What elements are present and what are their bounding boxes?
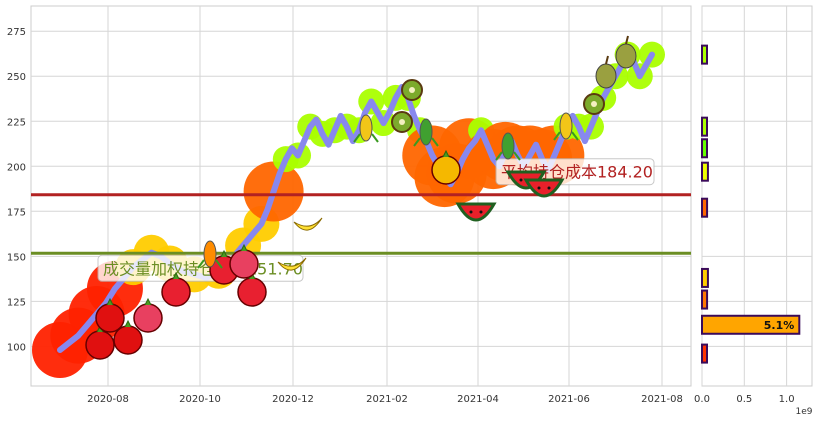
apple-shape xyxy=(95,303,125,333)
x-tick-label: 2021-02 xyxy=(366,394,408,405)
stem xyxy=(605,55,609,65)
seed xyxy=(537,186,541,190)
y-tick-label: 125 xyxy=(7,297,26,308)
y-tick-label: 100 xyxy=(7,342,26,353)
pea-shape xyxy=(501,132,515,160)
leaf xyxy=(553,131,579,141)
corn-icon xyxy=(553,112,579,141)
side-x-tick-label: 0.0 xyxy=(694,394,710,405)
strawberry-shape xyxy=(161,277,191,307)
radish-shape xyxy=(229,249,259,279)
watermelon-slice xyxy=(455,202,497,222)
stem xyxy=(625,35,629,45)
watermelon-icon xyxy=(523,178,565,198)
y-tick-label: 175 xyxy=(7,207,26,218)
x-tick-label: 2020-10 xyxy=(179,394,221,405)
side-x-tick-label: 1.0 xyxy=(779,394,795,405)
leaf xyxy=(172,271,180,280)
y-tick-label: 200 xyxy=(7,162,26,173)
strawberry-shape xyxy=(237,277,267,307)
carrot-icon xyxy=(197,240,223,269)
side-x-tick-label: 0.5 xyxy=(736,394,752,405)
leaf xyxy=(413,137,439,147)
volume-bar xyxy=(701,314,801,335)
axis-labels-layer: 100 125 150 175 200 225 250 275 2020-08 2020-10 20… xyxy=(7,27,813,417)
volume-bars-layer: 5.1% xyxy=(701,44,801,364)
kiwi-icon xyxy=(401,79,423,101)
y-tick-label: 275 xyxy=(7,27,26,38)
volume-bar xyxy=(701,289,709,310)
leaf xyxy=(495,151,521,161)
pea-icon xyxy=(495,132,521,161)
leaf xyxy=(197,259,223,269)
kiwi-icon xyxy=(583,93,605,115)
volume-bar xyxy=(701,116,708,137)
volume-bar xyxy=(701,267,709,288)
volume-bar xyxy=(701,197,709,218)
corn-icon xyxy=(353,114,379,143)
seed xyxy=(479,210,483,214)
kiwi-core xyxy=(399,119,405,125)
leaf xyxy=(240,243,248,252)
leaf xyxy=(124,319,132,328)
pea-shape xyxy=(419,118,433,146)
apple-shape xyxy=(85,330,115,360)
pear-icon xyxy=(595,55,617,89)
seed xyxy=(469,210,473,214)
leaf xyxy=(144,297,152,306)
volume-bar xyxy=(701,161,709,182)
kiwi-core xyxy=(591,101,597,107)
x-tick-label: 2021-04 xyxy=(457,394,499,405)
volume-bar xyxy=(701,138,708,159)
y-tick-label: 150 xyxy=(7,252,26,263)
radish-icon xyxy=(229,243,259,279)
watermelon-icon xyxy=(455,202,497,222)
leaf xyxy=(353,133,379,143)
leaf xyxy=(220,249,228,258)
volume-bar xyxy=(701,44,708,65)
banana-shape xyxy=(277,257,307,271)
banana-shape xyxy=(293,217,323,231)
pineapple-icon xyxy=(431,149,461,185)
radish-icon xyxy=(133,297,163,333)
watermelon-slice xyxy=(523,178,565,198)
apple-icon xyxy=(85,324,115,360)
y-tick-label: 250 xyxy=(7,72,26,83)
volume-bar-label: 5.1% xyxy=(764,319,795,332)
leaf xyxy=(106,297,114,306)
apple-icon xyxy=(95,297,125,333)
volume-bar xyxy=(701,343,708,364)
radish-shape xyxy=(133,303,163,333)
x-tick-label: 2021-06 xyxy=(548,394,590,405)
x-tick-label: 2020-12 xyxy=(272,394,314,405)
x-tick-label: 2021-08 xyxy=(641,394,683,405)
kiwi-icon xyxy=(391,111,413,133)
apple-icon xyxy=(113,319,143,355)
carrot-shape xyxy=(203,240,217,268)
banana-icon xyxy=(277,257,307,271)
leaf xyxy=(442,149,450,158)
corn-shape xyxy=(559,112,573,140)
seed xyxy=(547,186,551,190)
banana-icon xyxy=(293,217,323,231)
pineapple-shape xyxy=(431,155,461,185)
pea-icon xyxy=(413,118,439,147)
y-tick-label: 225 xyxy=(7,117,26,128)
x-tick-label: 2020-08 xyxy=(87,394,129,405)
strawberry-icon xyxy=(161,271,191,307)
seed xyxy=(519,178,523,182)
fruit-decoration-layer xyxy=(85,35,637,360)
pear-icon xyxy=(615,35,637,69)
pear-shape xyxy=(615,43,637,69)
side-x-scale-label: 1e9 xyxy=(796,407,813,417)
pear-shape xyxy=(595,63,617,89)
corn-shape xyxy=(359,114,373,142)
kiwi-core xyxy=(409,87,415,93)
